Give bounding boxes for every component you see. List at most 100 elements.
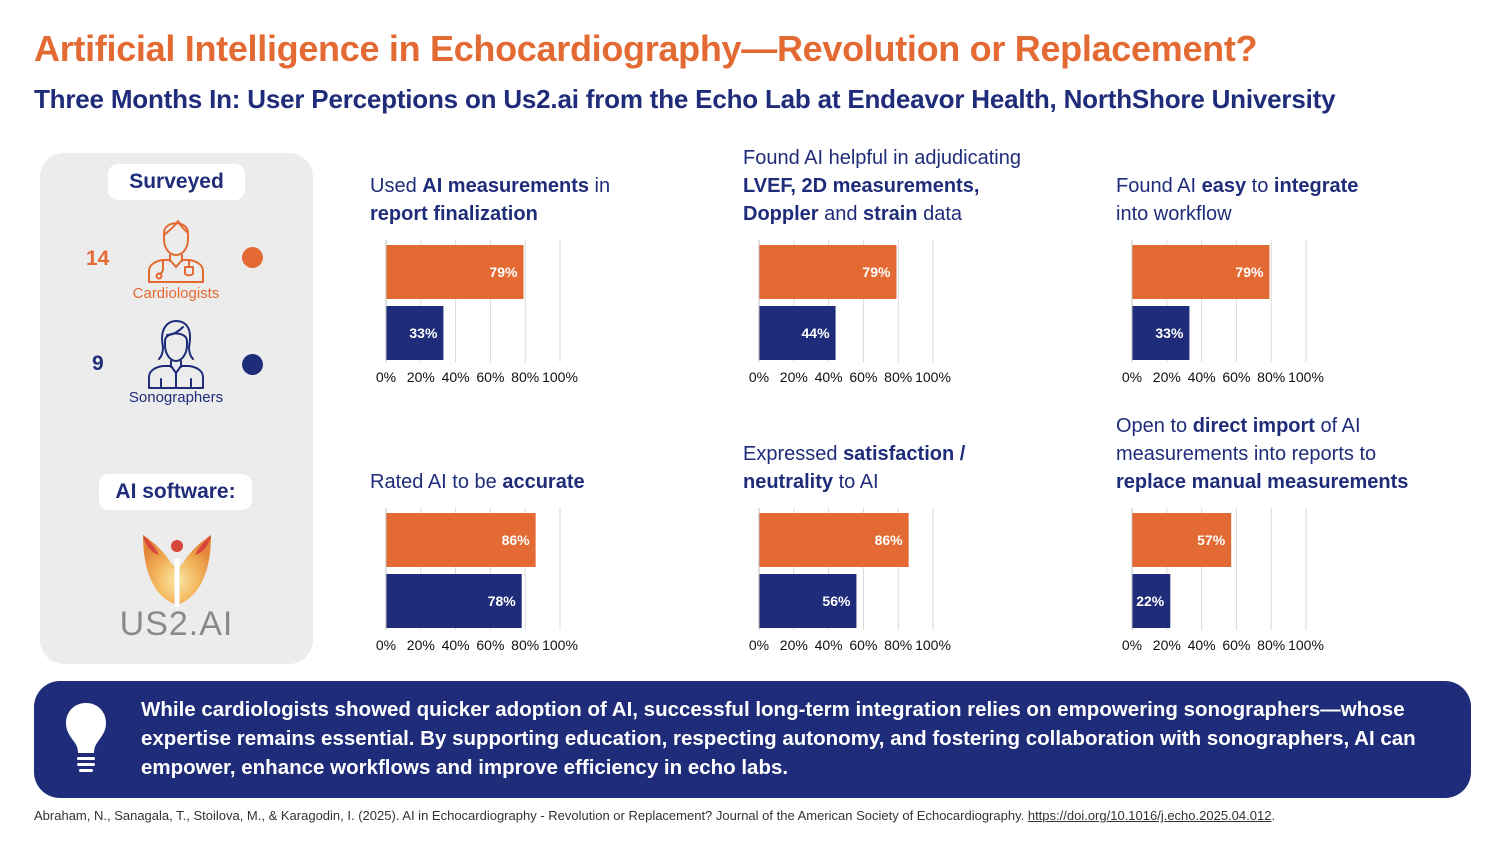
surveyed-label: Surveyed — [108, 164, 245, 200]
x-tick-label: 40% — [1188, 637, 1216, 653]
cardiologists-bar — [386, 245, 524, 299]
x-tick-label: 40% — [1188, 369, 1216, 385]
data-label: 33% — [409, 325, 438, 341]
page-subtitle: Three Months In: User Perceptions on Us2… — [34, 84, 1336, 114]
chart-2: 0% 20% 40% 60% 80% 100% 79% 44% — [749, 240, 951, 385]
data-label: 57% — [1197, 532, 1226, 548]
x-tick-label: 60% — [476, 637, 504, 653]
x-tick-label: 40% — [815, 637, 843, 653]
chart-4: 0% 20% 40% 60% 80% 100% 86% 78% — [376, 508, 578, 653]
cardiologists-count: 14 — [86, 247, 110, 270]
x-tick-label: 100% — [542, 369, 578, 385]
us2ai-logo-text: US2.AI — [119, 605, 234, 643]
chart-block-2: Found AI helpful in adjudicating LVEF, 2D… — [743, 0, 1083, 228]
chart-title-2: Found AI helpful in adjudicating LVEF, 2D… — [743, 147, 1021, 225]
x-tick-label: 40% — [815, 369, 843, 385]
chart-block-6: Open to direct import of AI measurements … — [1116, 196, 1456, 496]
x-tick-label: 20% — [407, 369, 435, 385]
sonographers-bar — [386, 574, 522, 628]
chart-title-3: Found AI easy to integrate into workflow — [1116, 175, 1359, 225]
cardiologists-bar — [386, 513, 536, 567]
cardiologists-legend-dot — [242, 247, 263, 268]
x-tick-label: 60% — [849, 369, 877, 385]
x-tick-label: 0% — [749, 637, 769, 653]
x-tick-label: 40% — [442, 637, 470, 653]
x-tick-label: 20% — [1153, 637, 1181, 653]
data-label: 79% — [1235, 264, 1264, 280]
conclusion-text: While cardiologists showed quicker adopt… — [141, 698, 1416, 779]
x-tick-label: 80% — [884, 369, 912, 385]
x-tick-label: 80% — [1257, 369, 1285, 385]
sonographers-bar — [1132, 306, 1190, 360]
x-tick-label: 80% — [511, 637, 539, 653]
conclusion-banner: While cardiologists showed quicker adopt… — [34, 681, 1471, 798]
chart-block-3: Found AI easy to integrate into workflow — [1116, 0, 1456, 228]
chart-1: 0% 20% 40% 60% 80% 100% 79% 33% — [376, 240, 578, 385]
x-tick-label: 0% — [749, 369, 769, 385]
chart-block-4: Rated AI to be accurate — [370, 196, 710, 496]
data-label: 79% — [862, 264, 891, 280]
chart-title-5: Expressed satisfaction / neutrality to AI — [743, 443, 966, 493]
sonographers-bar — [1132, 574, 1171, 628]
x-tick-label: 100% — [1288, 637, 1324, 653]
data-label: 86% — [875, 532, 904, 548]
survey-panel: Surveyed 14 Cardiologists 9 Sonographers… — [40, 153, 313, 664]
x-tick-label: 60% — [1222, 637, 1250, 653]
x-tick-label: 60% — [476, 369, 504, 385]
data-label: 33% — [1155, 325, 1184, 341]
chart-6: 0% 20% 40% 60% 80% 100% 57% 22% — [1122, 508, 1324, 653]
x-tick-label: 100% — [915, 637, 951, 653]
cardiologists-label: Cardiologists — [132, 285, 220, 302]
x-tick-label: 0% — [1122, 637, 1142, 653]
sonographers-legend-dot — [242, 354, 263, 375]
citation: Abraham, N., Sanagala, T., Stoilova, M.,… — [34, 808, 1275, 823]
x-tick-label: 0% — [376, 637, 396, 653]
cardiologists-bar — [759, 245, 897, 299]
us2ai-logo — [143, 535, 211, 607]
x-tick-label: 20% — [780, 637, 808, 653]
x-tick-label: 100% — [915, 369, 951, 385]
citation-text: Abraham, N., Sanagala, T., Stoilova, M.,… — [34, 808, 1028, 823]
x-tick-label: 60% — [1222, 369, 1250, 385]
chart-title-1: Used AI measurements in report finalizati… — [370, 175, 611, 225]
x-tick-label: 0% — [1122, 369, 1142, 385]
cardiologists-bar — [1132, 245, 1270, 299]
data-label: 22% — [1136, 593, 1165, 609]
x-tick-label: 100% — [542, 637, 578, 653]
data-label: 44% — [802, 325, 831, 341]
chart-5: 0% 20% 40% 60% 80% 100% 86% 56% — [749, 508, 951, 653]
sonographers-bar — [386, 306, 444, 360]
sonographers-bar — [759, 306, 836, 360]
x-tick-label: 40% — [442, 369, 470, 385]
cardiologists-bar — [759, 513, 909, 567]
x-tick-label: 20% — [1153, 369, 1181, 385]
data-label: 79% — [489, 264, 518, 280]
x-tick-label: 20% — [407, 637, 435, 653]
cardiologists-bar — [1132, 513, 1232, 567]
chart-title-4: Rated AI to be accurate — [370, 471, 585, 493]
data-label: 56% — [822, 593, 851, 609]
chart-3: 0% 20% 40% 60% 80% 100% 79% 33% — [1122, 240, 1324, 385]
chart-block-1: Used AI measurements in report finalizati… — [370, 0, 710, 228]
sonographers-count: 9 — [92, 352, 104, 375]
lightbulb-icon — [66, 703, 106, 772]
x-tick-label: 100% — [1288, 369, 1324, 385]
x-tick-label: 60% — [849, 637, 877, 653]
x-tick-label: 20% — [780, 369, 808, 385]
data-label: 86% — [502, 532, 531, 548]
x-tick-label: 80% — [1257, 637, 1285, 653]
sonographers-label: Sonographers — [128, 389, 224, 406]
chart-block-5: Expressed satisfaction / neutrality to AI — [743, 196, 1083, 496]
doctor-icon — [148, 220, 204, 283]
sonographer-icon — [148, 320, 204, 389]
ai-software-label: AI software: — [99, 474, 252, 510]
x-tick-label: 80% — [511, 369, 539, 385]
data-label: 78% — [488, 593, 517, 609]
citation-end: . — [1271, 808, 1276, 823]
x-tick-label: 80% — [884, 637, 912, 653]
chart-title-6: Open to direct import of AI measurements … — [1116, 415, 1409, 493]
citation-doi-link[interactable]: https://doi.org/10.1016/j.echo.2025.04.0… — [1027, 808, 1272, 823]
x-tick-label: 0% — [376, 369, 396, 385]
page-title: Artificial Intelligence in Echocardiogra… — [34, 28, 1258, 69]
sonographers-bar — [759, 574, 857, 628]
